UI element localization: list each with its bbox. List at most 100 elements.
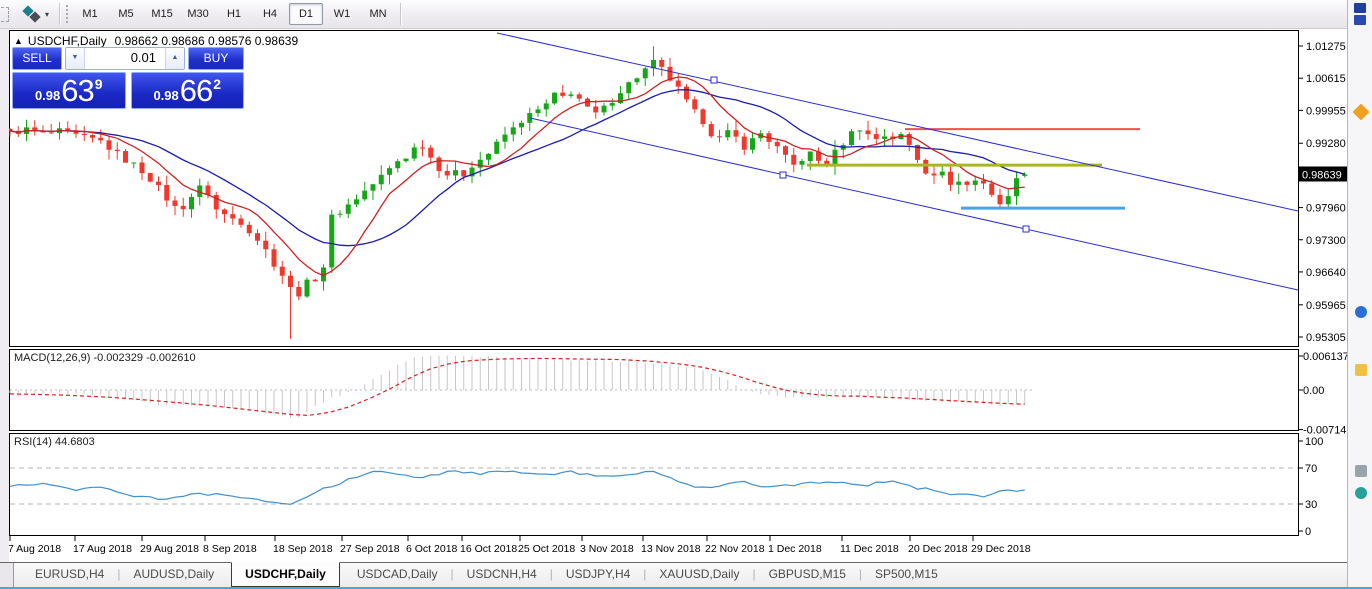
sell-price-prefix: 0.98 — [34, 87, 61, 103]
desktop-icon-blue[interactable] — [1355, 306, 1367, 318]
desktop-icon-teal[interactable] — [1355, 487, 1367, 499]
svg-text:20 Dec 2018: 20 Dec 2018 — [908, 543, 968, 555]
toolbar-separator — [400, 3, 402, 25]
one-click-trading-panel: SELL ▼ 0.01 ▲ BUY 0.98 63 9 0.98 66 2 — [12, 47, 244, 109]
svg-text:1.00615: 1.00615 — [1306, 73, 1346, 85]
moving-averages — [9, 76, 1025, 277]
price-axis[interactable]: 1.01275 1.00615 0.99955 0.99280 0.97960 0.973… — [1298, 41, 1348, 538]
buy-price-pipette: 2 — [213, 76, 222, 92]
chart-tab-xauusd[interactable]: XAUUSD,Daily — [659, 567, 740, 581]
rsi-panel — [9, 467, 1298, 505]
horizontal-lines[interactable] — [807, 128, 1140, 210]
chart-tab-usdcad[interactable]: USDCAD,Daily — [356, 567, 438, 581]
svg-text:7 Aug 2018: 7 Aug 2018 — [9, 543, 61, 555]
timeframe-button-m5[interactable]: M5 — [118, 8, 134, 20]
chart-tab-usdcnh[interactable]: USDCNH,H4 — [466, 567, 537, 581]
svg-text:0.98639: 0.98639 — [1302, 169, 1342, 181]
svg-text:0.95965: 0.95965 — [1306, 300, 1346, 312]
svg-text:0.95305: 0.95305 — [1306, 332, 1346, 344]
chart-title: ▲ USDCHF,Daily 0.98662 0.98686 0.98576 0.9… — [14, 34, 298, 48]
timeframe-button-h4[interactable]: H4 — [262, 8, 278, 20]
buy-price-prefix: 0.98 — [153, 87, 179, 103]
symbol-period-label: USDCHF,Daily — [27, 34, 107, 48]
svg-text:30: 30 — [1305, 499, 1317, 511]
svg-text:13 Nov 2018: 13 Nov 2018 — [641, 543, 701, 555]
candles-layer — [9, 46, 1028, 339]
background-window-glyph-2[interactable] — [1354, 15, 1366, 25]
svg-text:6 Oct 2018: 6 Oct 2018 — [406, 543, 458, 555]
chart-tab-gbpusd[interactable]: GBPUSD,M15 — [768, 567, 846, 581]
svg-text:100: 100 — [1305, 436, 1323, 448]
tab-separator: | — [117, 567, 121, 581]
svg-text:0.96640: 0.96640 — [1306, 267, 1346, 279]
upper-channel-trendline-handle[interactable] — [710, 76, 718, 84]
desktop-icon-gray[interactable] — [1355, 465, 1367, 477]
macd-panel — [9, 355, 1035, 418]
chevron-down-icon[interactable]: ▾ — [45, 9, 50, 19]
desktop-icon-folder[interactable] — [1355, 364, 1367, 376]
tab-separator: | — [858, 567, 863, 581]
chart-tab-audusd[interactable]: AUDUSD,Daily — [133, 567, 215, 581]
svg-text:-0.007142: -0.007142 — [1303, 425, 1347, 437]
timeframe-button-m1[interactable]: M1 — [82, 8, 98, 20]
chart-window-icon[interactable] — [1, 6, 9, 22]
timeframe-toolbar: M1 M5 M15 M30 H1 H4 D1 W1 MN — [72, 3, 396, 25]
tab-separator: | — [549, 567, 553, 581]
svg-text:18 Sep 2018: 18 Sep 2018 — [273, 543, 333, 555]
volume-input[interactable]: 0.01 — [130, 50, 156, 65]
timeframe-button-h1[interactable]: H1 — [226, 8, 242, 20]
svg-text:0.97300: 0.97300 — [1306, 235, 1346, 247]
chart-tab-eurusd[interactable]: EURUSD,H4 — [35, 567, 105, 581]
tab-separator: | — [643, 567, 647, 581]
svg-text:1.01275: 1.01275 — [1306, 41, 1346, 53]
buy-price-display[interactable]: 0.98 66 2 — [130, 72, 244, 109]
lower-channel-trendline[interactable] — [529, 117, 1299, 291]
timeframe-button-m15[interactable]: M15 — [151, 8, 173, 20]
timeframe-button-w1[interactable]: W1 — [333, 8, 351, 20]
collapse-triangle-icon[interactable]: ▲ — [14, 36, 23, 46]
toolbar-separator — [59, 3, 61, 25]
buy-button[interactable]: BUY — [188, 47, 244, 70]
svg-text:29 Aug 2018: 29 Aug 2018 — [140, 543, 199, 555]
volume-stepper: ▼ 0.01 ▲ — [65, 47, 185, 70]
volume-decrease-button[interactable]: ▼ — [66, 48, 85, 69]
volume-increase-button[interactable]: ▲ — [165, 48, 184, 69]
chart-canvas[interactable]: 1.01275 1.00615 0.99955 0.99280 0.97960 0.973… — [9, 29, 1347, 562]
chart-tab-bar: EURUSD,H4 | AUDUSD,Daily USDCHF,Daily USDCAD… — [0, 562, 1347, 587]
desktop-icon-orange[interactable] — [1352, 103, 1370, 121]
timeframe-button-m30[interactable]: M30 — [187, 8, 209, 20]
svg-text:0: 0 — [1305, 526, 1311, 538]
sell-price-big-digits: 63 — [61, 73, 94, 108]
svg-text:0.99955: 0.99955 — [1306, 105, 1346, 117]
toolbar-grip[interactable] — [66, 5, 69, 23]
svg-text:22 Nov 2018: 22 Nov 2018 — [705, 543, 765, 555]
timeframe-button-mn[interactable]: MN — [369, 8, 387, 20]
chart-tab-sp500[interactable]: SP500,M15 — [875, 567, 938, 581]
chart-tab-usdchf[interactable]: USDCHF,Daily — [231, 562, 340, 587]
upper-channel-trendline[interactable] — [496, 32, 1299, 212]
trendlines[interactable] — [496, 32, 1299, 291]
lower-channel-trendline-handle[interactable] — [1022, 225, 1030, 233]
tab-separator: | — [450, 567, 454, 581]
svg-text:8 Sep 2018: 8 Sep 2018 — [203, 543, 257, 555]
timeframe-button-d1[interactable]: D1 — [289, 3, 324, 25]
svg-text:3 Nov 2018: 3 Nov 2018 — [580, 543, 634, 555]
time-axis[interactable]: 7 Aug 2018 17 Aug 2018 29 Aug 2018 8 Sep 20… — [9, 536, 1031, 555]
background-window-glyph-1[interactable] — [1354, 3, 1366, 13]
sell-button[interactable]: SELL — [12, 47, 62, 70]
svg-text:0.006137: 0.006137 — [1303, 351, 1347, 363]
tab-bar-stub[interactable] — [0, 563, 14, 587]
svg-text:70: 70 — [1305, 463, 1317, 475]
svg-text:17 Aug 2018: 17 Aug 2018 — [73, 543, 132, 555]
svg-text:0.99280: 0.99280 — [1306, 138, 1346, 150]
tile-windows-icon[interactable] — [22, 5, 41, 23]
chart-tab-usdjpy[interactable]: USDJPY,H4 — [565, 567, 631, 581]
lower-channel-trendline-handle[interactable] — [779, 171, 787, 179]
svg-text:0.97960: 0.97960 — [1306, 203, 1346, 215]
buy-price-big-digits: 66 — [179, 73, 213, 108]
sell-price-display[interactable]: 0.98 63 9 — [12, 72, 126, 109]
svg-text:16 Oct 2018: 16 Oct 2018 — [460, 543, 517, 555]
chart-left-gutter — [0, 29, 9, 562]
chart-tabs: EURUSD,H4 | AUDUSD,Daily USDCHF,Daily USDCAD… — [22, 562, 951, 587]
